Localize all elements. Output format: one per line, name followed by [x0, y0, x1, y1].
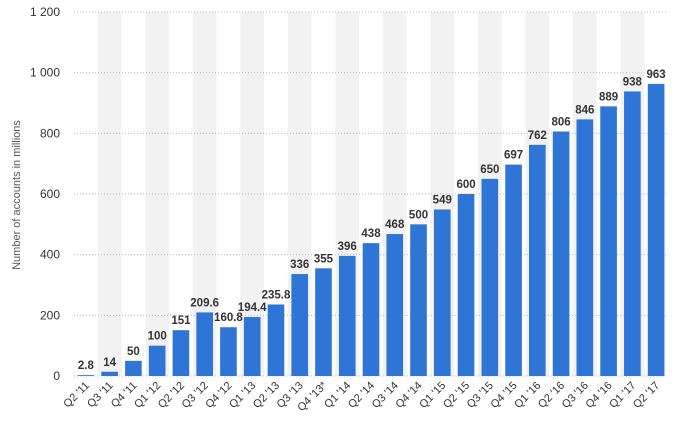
bar [505, 164, 522, 376]
bar [624, 91, 641, 377]
data-label: 336 [290, 259, 309, 271]
x-tick-label: Q3 '11 [85, 380, 116, 411]
bar [410, 224, 427, 376]
category-band [240, 12, 265, 376]
x-tick-label: Q2 '11 [61, 380, 92, 411]
category-band [97, 12, 122, 376]
data-label: 600 [456, 179, 475, 191]
bar [647, 83, 665, 376]
data-label: 194.4 [238, 302, 267, 314]
data-label: 963 [647, 69, 666, 81]
bar [315, 268, 332, 376]
bar [457, 194, 475, 376]
bar [196, 312, 213, 376]
data-label: 500 [409, 209, 428, 221]
bar [552, 131, 570, 376]
x-tick-label: Q2 '17 [631, 380, 662, 411]
bar [433, 209, 451, 376]
bars [77, 83, 665, 377]
data-label: 806 [551, 117, 570, 129]
data-label: 846 [575, 104, 594, 116]
data-label: 100 [148, 331, 167, 343]
data-label: 209.6 [190, 297, 219, 309]
y-tick-label: 1 000 [30, 66, 60, 80]
bar [386, 234, 404, 376]
bar [529, 144, 546, 376]
bar [338, 255, 356, 376]
data-label: 14 [103, 357, 116, 369]
data-label: 762 [528, 130, 547, 142]
y-axis-title: Number of accounts in millions [11, 120, 23, 270]
data-label: 355 [314, 253, 334, 265]
y-tick-label: 600 [40, 187, 60, 201]
y-tick-label: 800 [40, 126, 60, 140]
data-label: 160.8 [214, 312, 243, 324]
bar [172, 330, 190, 376]
category-band [192, 12, 217, 376]
bar [243, 317, 261, 376]
y-tick-label: 200 [40, 308, 60, 322]
data-label: 50 [127, 346, 140, 358]
bar [148, 345, 166, 376]
data-label: 151 [171, 315, 191, 327]
data-label: 650 [480, 164, 499, 176]
data-label: 468 [385, 219, 405, 231]
y-tick-label: 0 [53, 369, 60, 383]
data-label: 938 [623, 76, 643, 88]
bar [481, 178, 499, 376]
bar [600, 106, 617, 376]
bar [125, 360, 142, 376]
category-band [145, 12, 170, 376]
y-tick-label: 1 200 [30, 5, 60, 19]
data-label: 549 [433, 194, 452, 206]
bar [101, 371, 118, 376]
data-label: 889 [599, 91, 618, 103]
bar [267, 304, 285, 376]
bar [576, 119, 594, 376]
data-label: 438 [361, 228, 381, 240]
data-label: 2.8 [78, 360, 95, 372]
y-tick-label: 400 [40, 248, 60, 262]
bar [77, 375, 95, 376]
data-label: 396 [338, 241, 357, 253]
bar [362, 243, 380, 376]
bar [291, 274, 309, 376]
bar [220, 327, 237, 376]
y-axis-ticks: 0 200 400 600 800 1 000 1 200 [30, 5, 60, 383]
data-label: 697 [504, 150, 523, 162]
data-label: 235.8 [262, 289, 291, 301]
